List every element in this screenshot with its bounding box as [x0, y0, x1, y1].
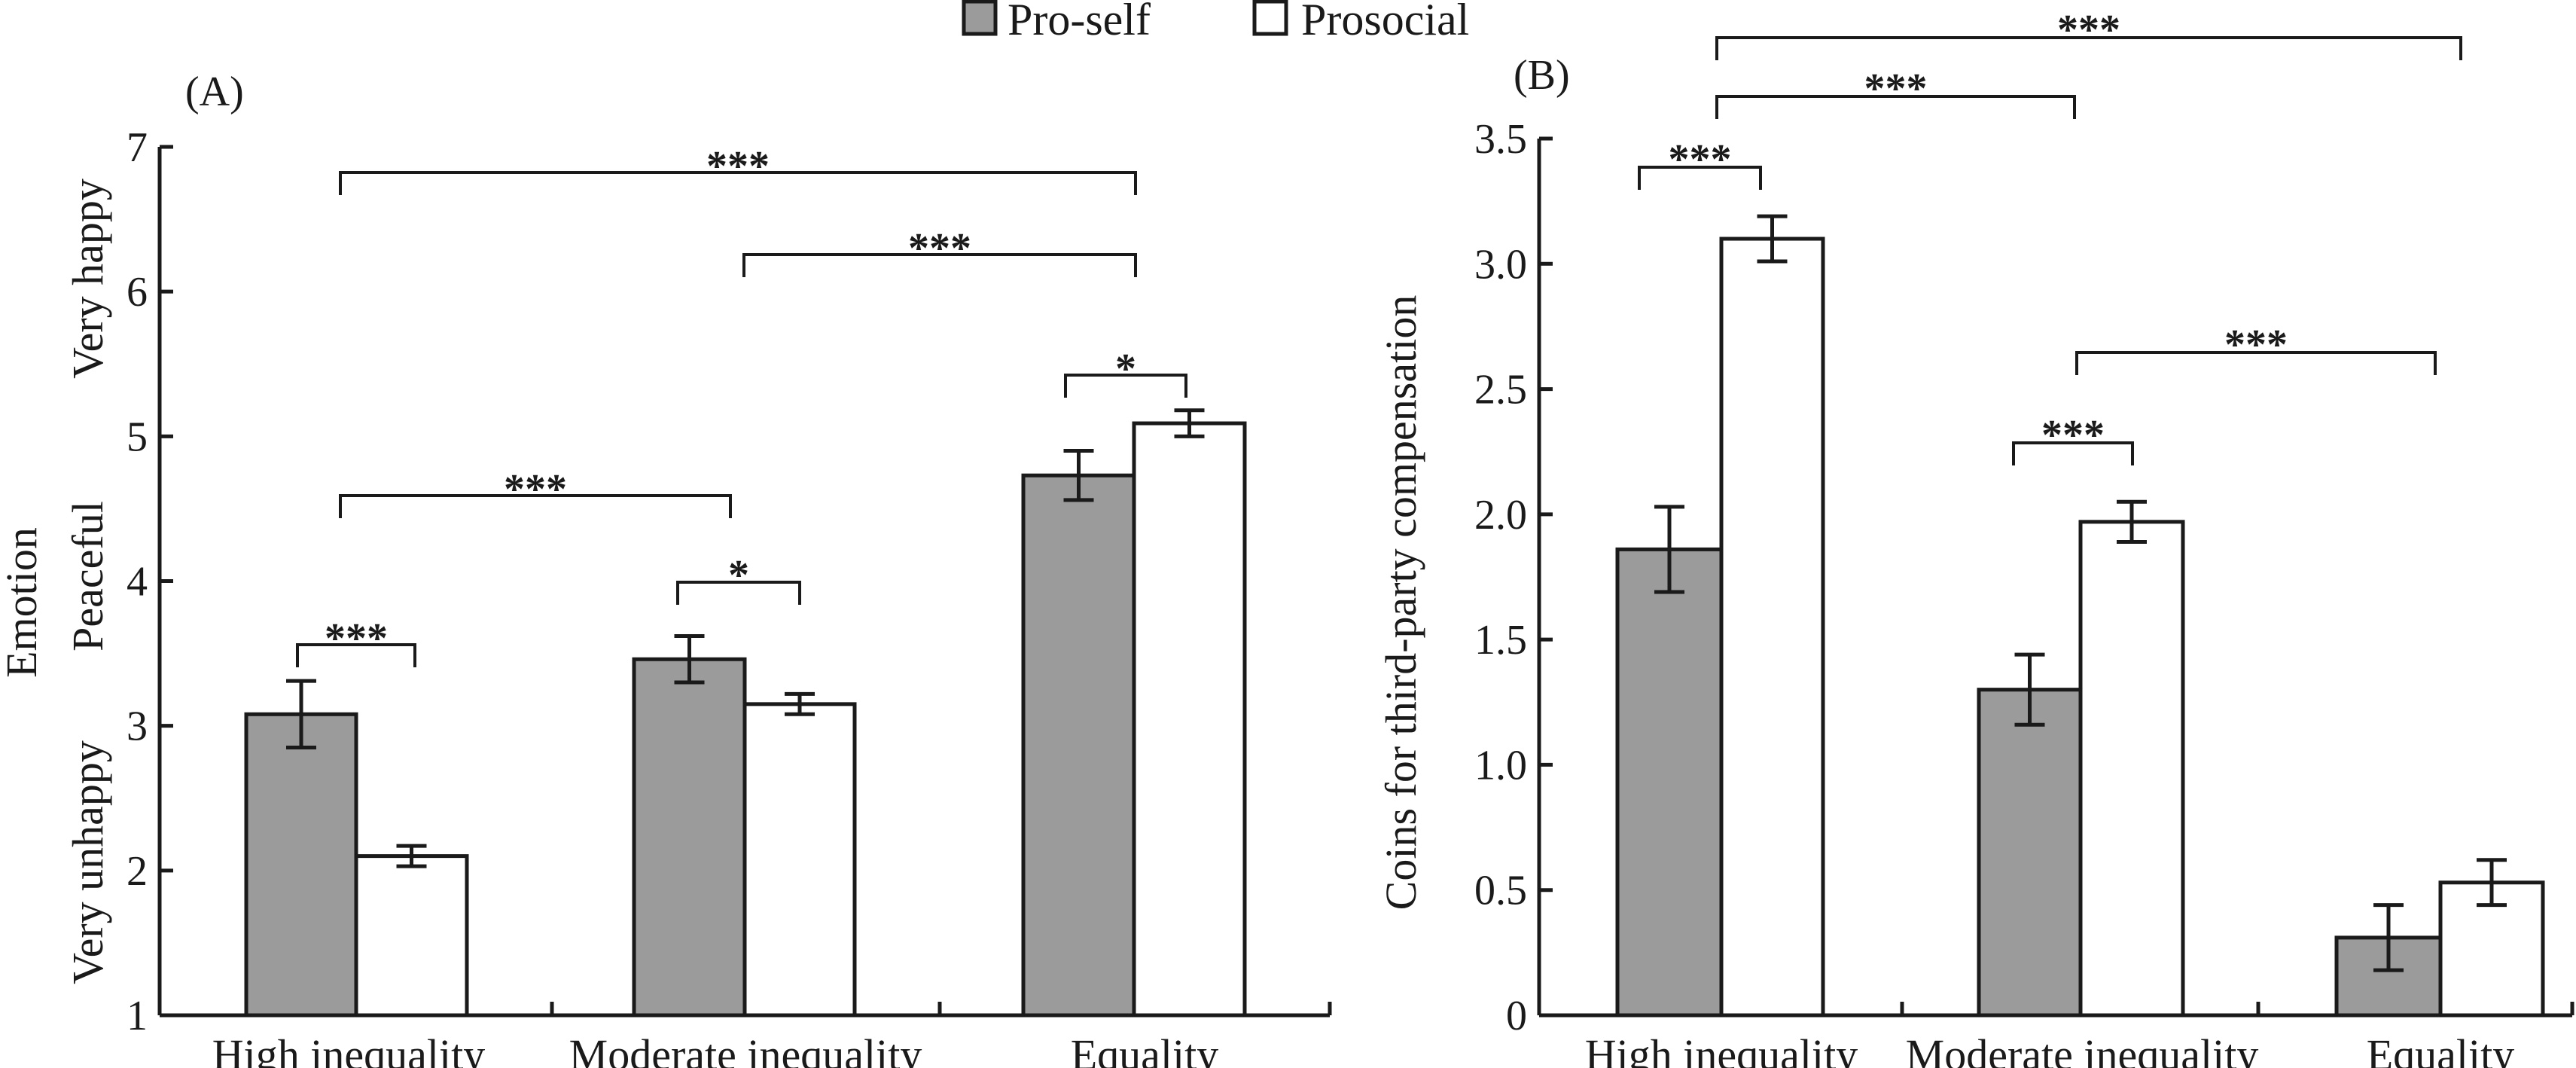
panel-a-bar-pro-self-moderate-inequality — [632, 657, 747, 1018]
panel-a-significance-bracket-1 — [676, 581, 801, 605]
panel-a-bar-pro-self-equality — [1021, 473, 1136, 1018]
panel-a-anchor-very-happy: Very happy — [63, 179, 112, 379]
legend-label-pro-self: Pro-self — [1008, 0, 1151, 44]
panel-a-y-tick-label: 6 — [127, 269, 148, 316]
panel-a-bar-prosocial-equality — [1132, 421, 1247, 1018]
legend-swatch-prosocial — [1252, 0, 1288, 36]
panel-a-y-tick-label: 7 — [127, 124, 148, 171]
panel-a-bar-prosocial-moderate-inequality — [742, 702, 857, 1018]
legend-swatch-pro-self — [962, 0, 998, 36]
panel-b-significance-bracket-3 — [1715, 95, 2076, 119]
panel-a-bar-prosocial-high-inequality — [354, 854, 469, 1018]
panel-a-ylabel: Emotion — [0, 527, 46, 678]
panel-a-significance-label-0: *** — [325, 615, 388, 662]
panel-b-bar-pro-self-moderate-inequality — [1977, 688, 2083, 1018]
legend-label-prosocial: Prosocial — [1301, 0, 1469, 44]
panel-b: (B) Coins for third-party compensation 0… — [1376, 7, 2574, 1068]
panel-b-significance-bracket-4 — [1715, 36, 2462, 60]
panel-a-category-label-moderate-inequality: Moderate inequality — [569, 1030, 922, 1068]
panel-b-significance-bracket-1 — [2012, 441, 2134, 465]
panel-a-y-tick-label: 1 — [127, 993, 148, 1039]
panel-b-category-label-equality: Equality — [2367, 1030, 2515, 1068]
panel-b-significance-bracket-2 — [2075, 351, 2437, 375]
panel-b-bar-prosocial-high-inequality — [1719, 236, 1825, 1018]
panel-b-y-tick-label: 1.0 — [1474, 742, 1527, 789]
panel-a-significance-label-4: *** — [908, 225, 971, 272]
panel-b-bar-pro-self-high-inequality — [1615, 547, 1724, 1018]
panel-b-y-tick-label: 0.5 — [1474, 868, 1527, 914]
panel-b-bar-prosocial-moderate-inequality — [2078, 520, 2185, 1018]
panel-a-significance-bracket-4 — [742, 253, 1137, 277]
panel-a-category-label-equality: Equality — [1071, 1030, 1219, 1068]
panel-b-label: (B) — [1514, 52, 1570, 99]
legend: Pro-self Prosocial — [962, 0, 1469, 44]
panel-a-bar-pro-self-high-inequality — [244, 712, 358, 1018]
panel-b-y-tick-label: 2.5 — [1474, 367, 1527, 413]
panel-b-y-tick-label: 1.5 — [1474, 617, 1527, 664]
panel-b-significance-label-3: *** — [1864, 66, 1928, 112]
panel-a-significance-bracket-2 — [1064, 374, 1187, 398]
panel-b-category-label-moderate-inequality: Moderate inequality — [1906, 1030, 2259, 1068]
panel-b-y-tick-label: 2.0 — [1474, 492, 1527, 539]
panel-b-y-tick-label: 0 — [1506, 993, 1527, 1039]
panel-a-y-tick-label: 5 — [127, 413, 148, 460]
panel-a-y-tick-label: 2 — [127, 848, 148, 895]
panel-a-label: (A) — [185, 69, 244, 115]
panel-a-significance-bracket-5 — [339, 171, 1137, 195]
panel-a-category-label-high-inequality: High inequality — [212, 1030, 485, 1068]
panel-b-significance-label-1: *** — [2041, 412, 2105, 459]
panel-b-y-tick-label: 3.0 — [1474, 241, 1527, 288]
panel-b-significance-label-2: *** — [2224, 322, 2288, 368]
panel-b-y-tick-label: 3.5 — [1474, 116, 1527, 163]
panel-a-plot: 1 2 3 4 5 6 7 High inequality Moderate inequalit… — [127, 124, 1332, 1068]
panel-a: (A) Emotion Very unhappy Peaceful Very h… — [0, 69, 1332, 1068]
panel-a-anchor-peaceful: Peaceful — [63, 501, 112, 651]
panel-a-significance-label-2: * — [1115, 346, 1136, 392]
panel-b-significance-label-4: *** — [2057, 7, 2120, 53]
panel-a-anchor-very-unhappy: Very unhappy — [63, 740, 112, 984]
panel-b-significance-bracket-0 — [1638, 166, 1762, 190]
panel-a-y-tick-label: 3 — [127, 703, 148, 750]
panel-b-plot: 0 0.5 1.0 1.5 2.0 2.5 3.0 3.5 High inequality Mod… — [1474, 7, 2574, 1068]
panel-a-y-tick-label: 4 — [127, 559, 148, 606]
panel-a-significance-bracket-0 — [296, 643, 416, 667]
panel-a-significance-label-3: *** — [504, 466, 567, 513]
panel-b-ylabel: Coins for third-party compensation — [1376, 295, 1425, 911]
panel-a-significance-label-1: * — [728, 552, 749, 599]
panel-b-category-label-high-inequality: High inequality — [1585, 1030, 1858, 1068]
panel-b-significance-label-0: *** — [1669, 136, 1732, 183]
panel-a-significance-bracket-3 — [339, 494, 732, 518]
panel-a-significance-label-5: *** — [706, 143, 770, 190]
